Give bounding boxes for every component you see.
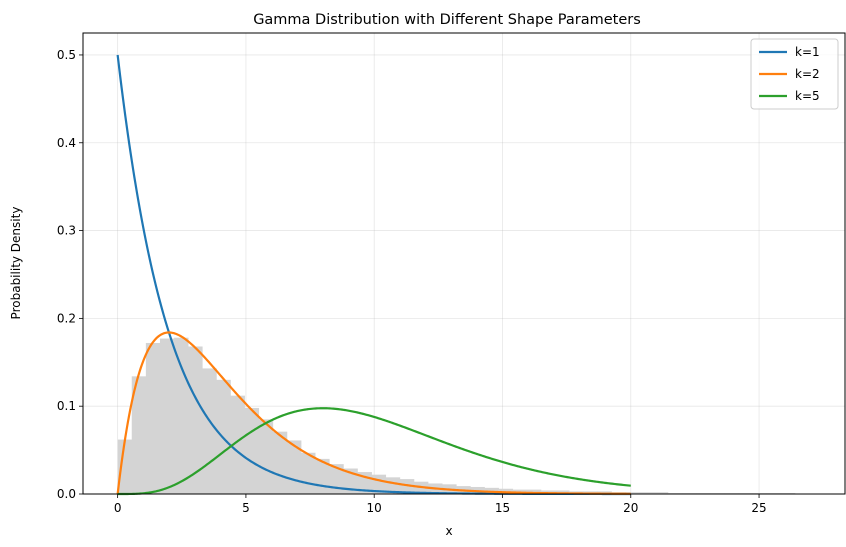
x-tick-label: 20	[623, 501, 638, 515]
histogram-bar	[117, 439, 133, 494]
series-line-k5	[117, 407, 631, 496]
chart-title: Gamma Distribution with Different Shape …	[253, 12, 641, 28]
legend-box	[750, 38, 839, 110]
histogram-bar	[202, 368, 217, 494]
histogram-bar	[399, 479, 415, 494]
histogram-bar	[258, 419, 274, 494]
x-tick-label: 10	[367, 501, 382, 515]
plot-frame	[82, 32, 846, 495]
histogram-bar	[244, 407, 260, 494]
legend-label: k=5	[795, 89, 820, 103]
legend-label: k=2	[795, 67, 820, 81]
histogram-bar	[272, 431, 288, 494]
y-tick-label: 0.1	[57, 399, 76, 413]
histogram-bar	[526, 489, 542, 494]
y-tick-label: 0.5	[57, 48, 76, 62]
legend: k=1 k=2 k=5	[750, 38, 839, 110]
y-tick-label: 0.4	[57, 136, 76, 150]
x-tick-label: 25	[751, 501, 766, 515]
histogram-bar	[301, 452, 316, 494]
histogram	[117, 337, 810, 494]
y-axis-label: Probability Density	[9, 207, 23, 320]
histogram-bar	[230, 395, 245, 494]
x-tick-label: 0	[114, 501, 122, 515]
x-tick-label: 5	[242, 501, 250, 515]
legend-label: k=1	[795, 45, 820, 59]
series-line-k2	[116, 331, 631, 495]
x-axis-label: x	[445, 524, 452, 538]
histogram-bar	[174, 337, 189, 494]
y-tick-label: 0.2	[57, 311, 76, 325]
histogram-bar	[159, 338, 175, 494]
y-tick-label: 0.0	[57, 487, 76, 501]
histogram-bar	[131, 376, 147, 494]
histogram-bar	[188, 346, 203, 494]
histogram-bar	[145, 342, 161, 494]
y-tick-label: 0.3	[57, 224, 76, 238]
axis-ticks: 0 5 10 15 20 25 0.0 0.1 0.2 0.3 0.4 0.5	[57, 48, 767, 515]
x-tick-label: 15	[495, 501, 510, 515]
histogram-bar	[639, 492, 655, 494]
histogram-bar	[625, 492, 641, 494]
histogram-bar	[653, 492, 669, 494]
